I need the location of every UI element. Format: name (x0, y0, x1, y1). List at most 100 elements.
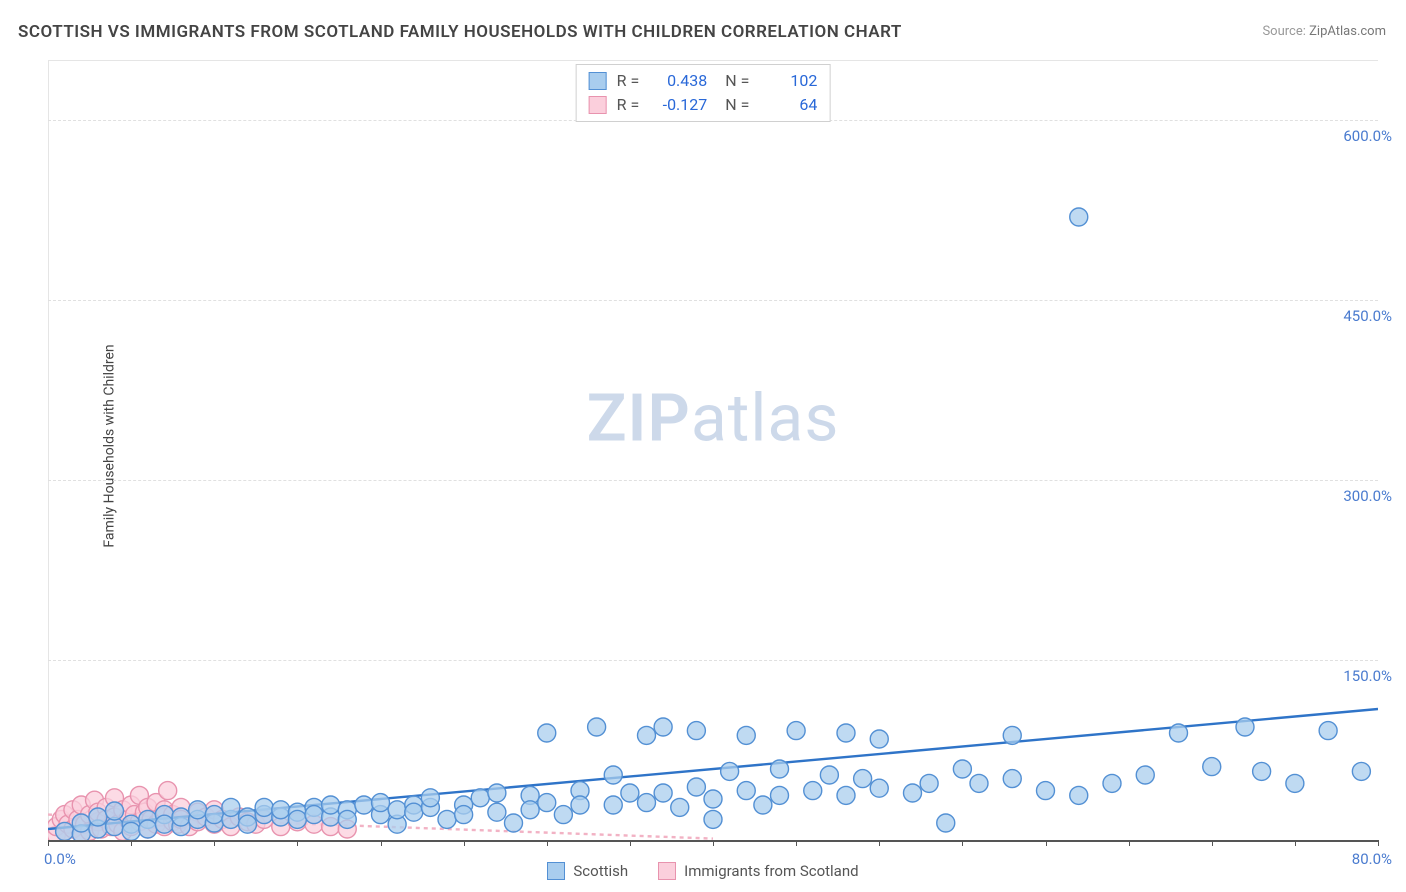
grid-line (48, 300, 1378, 301)
data-point-scottish (488, 784, 506, 802)
data-point-scottish (1203, 758, 1221, 776)
data-point-scottish (322, 796, 340, 814)
data-point-scottish (854, 770, 872, 788)
data-point-scottish (1253, 762, 1271, 780)
data-point-scottish (305, 806, 323, 824)
data-point-scottish (1003, 770, 1021, 788)
data-point-scottish (1070, 208, 1088, 226)
legend-label-immigrants: Immigrants from Scotland (684, 862, 858, 880)
data-point-scottish (687, 778, 705, 796)
data-point-scottish (1003, 726, 1021, 744)
x-tick (796, 840, 797, 846)
data-point-scottish (1070, 786, 1088, 804)
data-point-scottish (505, 814, 523, 832)
grid-line (48, 660, 1378, 661)
chart-plot-area: ZIPatlas (48, 60, 1378, 840)
grid-line (48, 480, 1378, 481)
data-point-scottish (870, 730, 888, 748)
x-tick (214, 840, 215, 846)
n-label: N = (717, 93, 749, 117)
x-tick (297, 840, 298, 846)
data-point-scottish (239, 815, 257, 833)
x-tick (1378, 840, 1379, 846)
y-tick-label: 150.0% (1343, 667, 1392, 685)
data-point-scottish (1286, 774, 1304, 792)
x-tick (1129, 840, 1130, 846)
data-point-scottish (189, 801, 207, 819)
data-point-scottish (837, 724, 855, 742)
data-point-scottish (205, 806, 223, 824)
data-point-scottish (471, 789, 489, 807)
legend-swatch-immigrants (658, 862, 676, 880)
data-point-scottish (737, 782, 755, 800)
data-point-scottish (704, 790, 722, 808)
data-point-scottish (1236, 718, 1254, 736)
data-point-scottish (455, 806, 473, 824)
x-tick (1046, 840, 1047, 846)
scatter-plot-svg (48, 61, 1378, 841)
data-point-scottish (904, 784, 922, 802)
data-point-scottish (970, 774, 988, 792)
n-label: N = (717, 69, 749, 93)
data-point-scottish (72, 814, 90, 832)
source-value: ZipAtlas.com (1309, 24, 1386, 39)
r-label: R = (617, 69, 640, 93)
data-point-scottish (1170, 724, 1188, 742)
swatch-immigrants (589, 96, 607, 114)
data-point-scottish (638, 794, 656, 812)
data-point-scottish (771, 760, 789, 778)
data-point-scottish (89, 808, 107, 826)
source-attribution: Source: ZipAtlas.com (1262, 24, 1386, 39)
data-point-scottish (538, 724, 556, 742)
data-point-scottish (704, 810, 722, 828)
data-point-scottish (122, 822, 140, 840)
y-tick-label: 300.0% (1343, 487, 1392, 505)
data-point-scottish (1352, 762, 1370, 780)
data-point-scottish (737, 726, 755, 744)
data-point-scottish (255, 798, 273, 816)
data-point-scottish (604, 796, 622, 814)
data-point-scottish (937, 814, 955, 832)
data-point-scottish (787, 722, 805, 740)
data-point-scottish (106, 802, 124, 820)
data-point-scottish (604, 766, 622, 784)
source-label: Source: (1262, 24, 1305, 39)
data-point-scottish (338, 810, 356, 828)
r-label: R = (617, 93, 640, 117)
legend-swatch-scottish (547, 862, 565, 880)
swatch-scottish (589, 72, 607, 90)
data-point-scottish (654, 784, 672, 802)
data-point-scottish (953, 760, 971, 778)
data-point-scottish (820, 766, 838, 784)
data-point-scottish (139, 820, 157, 838)
data-point-scottish (671, 798, 689, 816)
r-value-scottish: 0.438 (649, 69, 707, 93)
x-tick (48, 840, 49, 846)
data-point-scottish (721, 762, 739, 780)
data-point-scottish (654, 718, 672, 736)
data-point-scottish (1037, 782, 1055, 800)
bottom-legend: Scottish Immigrants from Scotland (0, 862, 1406, 880)
data-point-scottish (588, 718, 606, 736)
x-tick (713, 840, 714, 846)
data-point-scottish (771, 786, 789, 804)
x-tick (1295, 840, 1296, 846)
n-value-immigrants: 64 (759, 93, 817, 117)
data-point-scottish (1136, 766, 1154, 784)
data-point-scottish (488, 803, 506, 821)
data-point-scottish (804, 782, 822, 800)
data-point-scottish (920, 774, 938, 792)
data-point-scottish (621, 784, 639, 802)
data-point-scottish (438, 810, 456, 828)
data-point-scottish (155, 815, 173, 833)
x-tick (464, 840, 465, 846)
x-tick (547, 840, 548, 846)
data-point-scottish (554, 806, 572, 824)
data-point-scottish (388, 801, 406, 819)
r-value-immigrants: -0.127 (649, 93, 707, 117)
data-point-scottish (571, 796, 589, 814)
x-tick (879, 840, 880, 846)
data-point-scottish (837, 786, 855, 804)
x-tick (630, 840, 631, 846)
n-value-scottish: 102 (759, 69, 817, 93)
